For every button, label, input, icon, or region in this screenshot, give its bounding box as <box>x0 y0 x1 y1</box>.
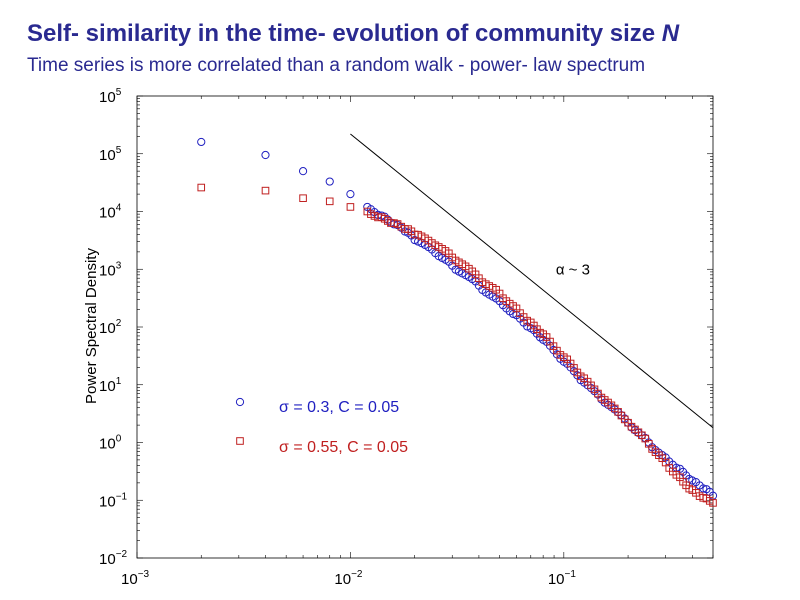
data-point-square <box>685 484 694 493</box>
data-point-circle <box>298 167 308 176</box>
data-point-square <box>346 203 355 211</box>
legend-label: σ = 0.55, C = 0.05 <box>279 439 408 456</box>
y-tick-label: 104 <box>99 203 122 222</box>
reference-line-group <box>350 133 714 429</box>
slide-subtitle: Time series is more correlated than a ra… <box>27 55 646 76</box>
y-tick-label: 10−1 <box>99 491 128 510</box>
y-tick-label: 100 <box>99 434 122 453</box>
slide-title-text: Self- similarity in the time- evolution … <box>27 20 662 47</box>
data-point-square <box>445 249 453 258</box>
data-point-square <box>641 434 650 443</box>
data-point-square <box>325 197 334 206</box>
legend-marker-square <box>236 437 244 445</box>
y-tick-label: 105 <box>99 145 122 164</box>
data-point-circle <box>261 150 270 160</box>
plot-area-border <box>136 95 714 559</box>
data-point-circle <box>325 177 334 186</box>
y-tick-label: 101 <box>99 376 122 395</box>
slide-title: Self- similarity in the time- evolution … <box>27 20 679 48</box>
plot-frame <box>136 95 714 559</box>
data-point-circle <box>346 190 355 199</box>
legend-marker-circle <box>235 397 245 407</box>
reference-slope-line <box>350 133 714 429</box>
data-point-square <box>509 302 517 310</box>
data-point-square <box>471 270 480 279</box>
data-point-square <box>705 497 714 505</box>
series-2 <box>197 183 717 507</box>
slide-title-variable: N <box>661 20 680 47</box>
data-point-square <box>523 316 531 325</box>
data-point-square <box>492 285 500 294</box>
legend-label: σ = 0.3, C = 0.05 <box>279 399 399 416</box>
series-group <box>197 137 718 507</box>
series-1 <box>197 137 718 500</box>
y-tick-label: 105 <box>99 87 122 106</box>
data-point-square <box>573 368 582 377</box>
y-tick-label: 102 <box>99 318 122 337</box>
data-point-square <box>261 186 270 195</box>
y-tick-label: 103 <box>99 260 122 279</box>
data-point-square <box>428 239 436 247</box>
legend: σ = 0.3, C = 0.05 σ = 0.55, C = 0.05 <box>235 397 408 456</box>
data-point-square <box>594 389 602 398</box>
x-tick-label: 10−3 <box>121 569 150 588</box>
data-point-square <box>556 351 565 359</box>
legend-entry-1: σ = 0.3, C = 0.05 <box>235 397 399 416</box>
data-point-square <box>197 183 206 192</box>
data-point-square <box>620 415 629 424</box>
data-point-square <box>299 194 307 202</box>
slope-annotation: α ~ 3 <box>556 261 590 278</box>
data-point-circle <box>197 137 206 147</box>
legend-entry-2: σ = 0.55, C = 0.05 <box>236 437 408 456</box>
y-axis-label: Power Spectral Density <box>83 248 100 404</box>
data-point-square <box>672 471 681 479</box>
data-point-square <box>536 328 544 337</box>
x-tick-label: 10−2 <box>334 569 363 588</box>
data-point-square <box>658 454 667 463</box>
y-tick-label: 10−2 <box>99 549 128 568</box>
x-tick-label: 10−1 <box>548 569 577 588</box>
axis-ticks: 10−3 10−2 10−110−210−110010110210310410510… <box>99 87 714 588</box>
